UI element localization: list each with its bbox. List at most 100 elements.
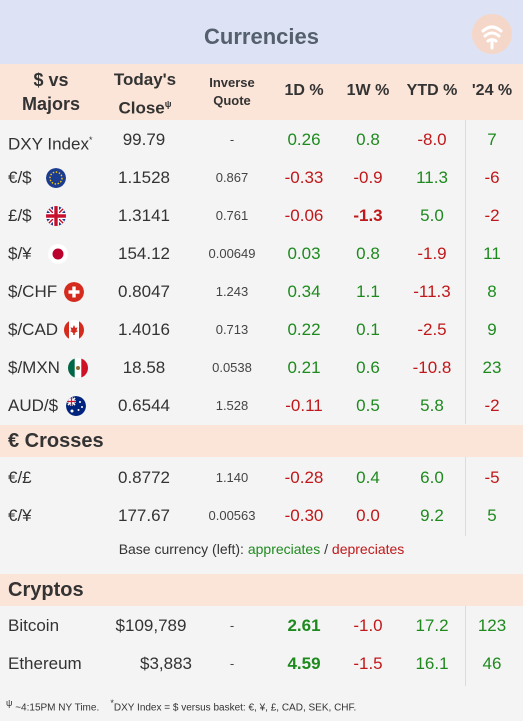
section-title: Cryptos xyxy=(8,579,84,601)
inverse-value: - xyxy=(229,132,235,147)
change-1w: 0.6 xyxy=(356,358,380,377)
dxy-footnote-mark: * xyxy=(88,135,93,145)
brand-logo-icon xyxy=(472,14,512,54)
inverse-value: 0.867 xyxy=(215,170,249,185)
column-divider xyxy=(465,456,466,536)
eu-flag-icon xyxy=(46,168,66,188)
column-divider xyxy=(465,120,466,424)
change-1d: 0.22 xyxy=(287,320,321,339)
change-2024: -6 xyxy=(484,168,500,187)
change-1w: -1.5 xyxy=(353,654,383,673)
pair-name: €/¥ xyxy=(8,506,32,525)
header-1w: 1W % xyxy=(346,82,390,99)
change-1w: 0.0 xyxy=(356,506,380,525)
column-divider xyxy=(465,606,466,686)
inverse-value: 0.00649 xyxy=(208,246,256,261)
inverse-value: 1.528 xyxy=(215,398,249,413)
canada-flag-icon xyxy=(64,320,84,340)
change-ytd: -10.8 xyxy=(412,358,452,377)
change-1w: 1.1 xyxy=(356,282,380,301)
header-2024: '24 % xyxy=(471,82,513,99)
change-2024: 7 xyxy=(487,130,497,149)
change-ytd: 5.8 xyxy=(420,396,444,415)
footnote-time: ~4:15PM NY Time. xyxy=(15,702,100,714)
page-title: Currencies xyxy=(204,24,319,49)
change-ytd: -1.9 xyxy=(417,244,447,263)
pair-name: $/MXN xyxy=(8,358,60,377)
close-footnote-mark: ψ xyxy=(164,99,172,109)
inverse-value: 0.713 xyxy=(215,322,249,337)
change-2024: 8 xyxy=(487,282,497,301)
section-header-crosses: € Crosses xyxy=(0,425,523,457)
pair-name: £/$ xyxy=(8,206,32,225)
uk-flag-icon xyxy=(46,206,66,226)
table-row: AUD/$ 0.6544 1.528 -0.11 0.5 5.8 -2 xyxy=(0,387,523,425)
change-1w: -1.0 xyxy=(353,616,383,635)
change-1w: 0.8 xyxy=(356,244,380,263)
table-row: £/$ 1.3141 0.761 -0.06 -1.3 5.0 -2 xyxy=(0,197,523,235)
pair-name: DXY Index* xyxy=(8,134,93,154)
footnote-dxy: DXY Index = $ versus basket: €, ¥, £, CA… xyxy=(113,702,357,714)
change-1w: 0.8 xyxy=(356,130,380,149)
change-1d: -0.06 xyxy=(284,206,324,225)
change-1w: 0.4 xyxy=(356,468,380,487)
change-1d: 0.26 xyxy=(287,130,321,149)
change-ytd: -11.3 xyxy=(413,282,451,301)
change-2024: 46 xyxy=(482,654,502,673)
table-row: Bitcoin $109,789 - 2.61 -1.0 17.2 123 xyxy=(0,607,523,645)
table-row: Ethereum $3,883 - 4.59 -1.5 16.1 46 xyxy=(0,645,523,683)
close-value: 177.67 xyxy=(118,506,170,525)
legend-prefix: Base currency (left): xyxy=(118,541,244,557)
header-pair: $ vs Majors xyxy=(21,70,81,114)
close-value: 1.1528 xyxy=(118,168,170,187)
close-value: 0.6544 xyxy=(118,396,170,415)
change-1d: -0.33 xyxy=(284,168,324,187)
close-value: $3,883 xyxy=(140,654,192,673)
footnote: ψ ~4:15PM NY Time. *DXY Index = $ versus… xyxy=(6,698,357,714)
change-1w: -1.3 xyxy=(353,206,383,225)
inverse-value: 0.0538 xyxy=(212,360,252,375)
header-inverse: Inverse Quote xyxy=(209,75,255,108)
close-value: 99.79 xyxy=(122,130,166,149)
change-ytd: 9.2 xyxy=(420,506,444,525)
title-bar: Currencies xyxy=(0,0,523,64)
close-value: 0.8047 xyxy=(118,282,170,301)
section-title: € Crosses xyxy=(8,430,104,452)
change-2024: -2 xyxy=(484,206,500,225)
pair-name: AUD/$ xyxy=(8,396,59,415)
close-value: 0.8772 xyxy=(118,468,170,487)
change-ytd: 11.3 xyxy=(416,168,448,187)
inverse-value: - xyxy=(229,618,235,633)
pair-name: €/£ xyxy=(8,468,32,487)
close-value: 154.12 xyxy=(118,244,170,263)
change-2024: 5 xyxy=(487,506,497,525)
change-ytd: -8.0 xyxy=(417,130,447,149)
change-1d: -0.30 xyxy=(284,506,324,525)
change-1d: 4.59 xyxy=(287,654,321,673)
table-row: $/¥ 154.12 0.00649 0.03 0.8 -1.9 11 xyxy=(0,235,523,273)
change-2024: -2 xyxy=(484,396,500,415)
change-1w: -0.9 xyxy=(353,168,383,187)
change-1d: 0.03 xyxy=(287,244,321,263)
legend-depreciates: depreciates xyxy=(331,541,405,557)
change-2024: -5 xyxy=(484,468,500,487)
close-value: 1.4016 xyxy=(118,320,170,339)
change-2024: 123 xyxy=(477,616,507,635)
change-1d: 2.61 xyxy=(287,616,321,635)
table-row: $/CHF 0.8047 1.243 0.34 1.1 -11.3 8 xyxy=(0,273,523,311)
close-value: $109,789 xyxy=(115,616,187,635)
header-close: Today's Closeψ xyxy=(113,70,177,118)
change-ytd: 17.2 xyxy=(415,616,449,635)
table-row: DXY Index* 99.79 - 0.26 0.8 -8.0 7 xyxy=(0,121,523,159)
japan-flag-icon xyxy=(48,244,68,264)
close-value: 18.58 xyxy=(122,358,166,377)
inverse-value: 0.761 xyxy=(215,208,249,223)
section-header-cryptos: Cryptos xyxy=(0,574,523,606)
change-1d: 0.34 xyxy=(287,282,321,301)
color-legend: Base currency (left): appreciates / depr… xyxy=(0,541,523,557)
table-row: €/¥ 177.67 0.00563 -0.30 0.0 9.2 5 xyxy=(0,497,523,535)
pair-name: $/CAD xyxy=(8,320,59,339)
crypto-name: Ethereum xyxy=(8,654,82,673)
mexico-flag-icon xyxy=(68,358,88,378)
table-row: €/$ 1.1528 0.867 -0.33 -0.9 11.3 -6 xyxy=(0,159,523,197)
